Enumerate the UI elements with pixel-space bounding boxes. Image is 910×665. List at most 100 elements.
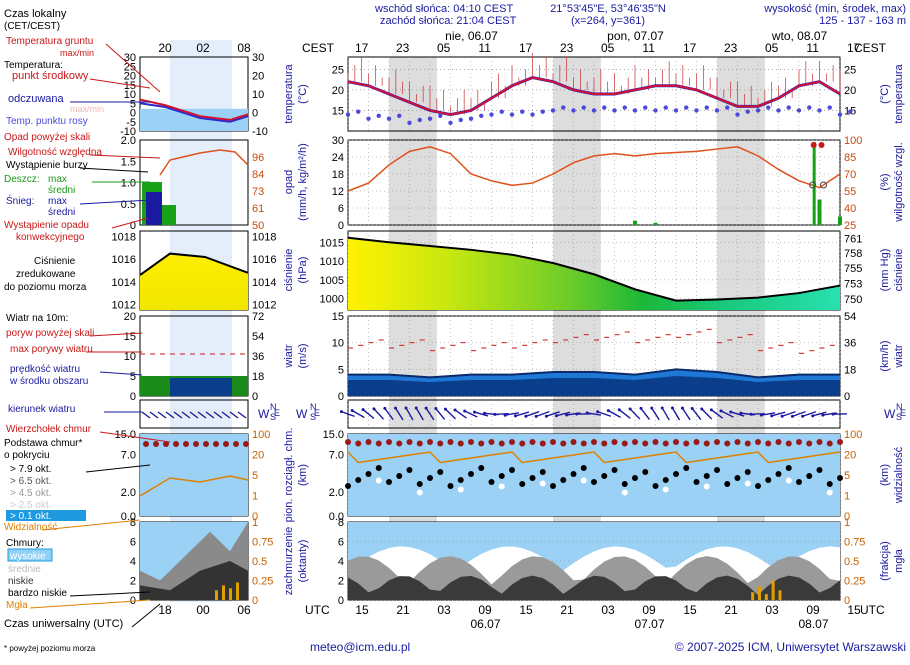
cloud-top-dot: [806, 441, 812, 447]
footer-email[interactable]: meteo@icm.edu.pl: [310, 640, 410, 654]
legend-cloud-top-dot: [233, 441, 239, 447]
hour-top-17: 17: [847, 41, 861, 55]
legend-tick-cov: 8: [130, 517, 136, 529]
tick-visibility: 1: [844, 491, 850, 503]
wind-arrow-head: [700, 408, 703, 411]
wind-arrow: [662, 408, 669, 420]
legend-wind-arrow: [158, 412, 166, 418]
cloud-base-dot: [786, 465, 792, 471]
legend-okt-25: > 2.5 okt.: [10, 500, 51, 511]
tick-humidity: 100: [844, 135, 862, 147]
axis-press-left2: (hPa): [297, 257, 309, 284]
cloud-top-dot: [755, 439, 761, 445]
tick-press: 1000: [320, 294, 344, 306]
dew-point: [787, 105, 791, 109]
cloud-base-dot: [827, 481, 833, 487]
tick-kmh: 0: [844, 391, 850, 403]
tick-temp: 20: [332, 85, 344, 97]
cloud-base-dot: [806, 473, 812, 479]
legend-okt-01: > 0.1 okt.: [10, 511, 51, 522]
cloud-base-dot-light: [581, 478, 587, 484]
tick-press: 1015: [320, 237, 344, 249]
tick-cov: 2: [338, 576, 344, 588]
legend-cloud-top-dot: [153, 441, 159, 447]
cloud-top-dot: [560, 441, 566, 447]
dew-point: [705, 105, 709, 109]
precip-bar: [818, 200, 822, 226]
dew-point: [561, 105, 565, 109]
legend-soil-temp: Temperatura gruntu: [6, 36, 93, 47]
cloud-top-dot: [355, 441, 361, 447]
wind-arrow-head: [739, 412, 742, 415]
legend-cloud-top-dot: [243, 441, 249, 447]
wind-arrow: [619, 410, 630, 419]
tick-kmh: 54: [844, 311, 856, 323]
legend-rain-bar2: [162, 205, 176, 225]
tick-visibility: 5: [844, 470, 850, 482]
axis-hum-right: wilgotność wzgl.: [893, 142, 905, 222]
legend-cloud-base: Podstawa chmur*: [4, 438, 82, 449]
legend-clouds-high: wysokie: [9, 551, 46, 562]
dew-point: [735, 112, 739, 116]
cloud-base-dot: [571, 471, 577, 477]
footnote: * powyżej poziomu morza: [4, 644, 96, 653]
cloud-top-dot: [591, 439, 597, 445]
wind-arrow-head: [629, 407, 632, 410]
wind-arrow-head: [493, 413, 496, 416]
hour-top-11: 11: [478, 41, 491, 55]
legend-gust-max: max porywy wiatru: [10, 344, 93, 355]
wind-arrow: [363, 410, 374, 419]
legend-snow-max: max: [48, 196, 67, 207]
wind-arrow-head: [791, 415, 794, 418]
legend-tick-press: 1014: [112, 277, 136, 289]
cloud-base-dot: [540, 469, 546, 475]
cloud-top-dot: [437, 441, 443, 447]
cloud-top-dot: [817, 439, 823, 445]
hour-bottom-15: 15: [683, 603, 697, 617]
wind-arrow-head: [821, 414, 824, 417]
cloud-top-dot: [458, 441, 464, 447]
wind-arrow: [436, 409, 445, 420]
legend-hour-top: 20: [158, 41, 172, 55]
wind-arrow-head: [545, 415, 548, 418]
tick-wind: 0: [338, 391, 344, 403]
cloud-base-dot: [817, 467, 823, 473]
wind-arrow: [630, 409, 640, 419]
cloud-top-dot: [345, 439, 351, 445]
cloud-top-dot: [571, 439, 577, 445]
tick-cloud: 15.0: [323, 429, 344, 441]
wind-arrow-head: [607, 409, 610, 412]
cloud-top-dot: [837, 439, 843, 445]
legend-time-local: Czas lokalny: [4, 8, 67, 20]
wind-arrow-head: [473, 411, 476, 414]
precip-over-dot: [811, 142, 817, 148]
dew-point: [694, 108, 698, 112]
legend-cloud-base2: o pokryciu: [4, 450, 50, 461]
day-top: pon, 07.07: [607, 29, 664, 43]
legend-temp-mid: punkt środkowy: [12, 70, 89, 82]
wind-arrow: [495, 414, 509, 415]
cloud-base-dot: [376, 465, 382, 471]
tick-fog: 0.25: [844, 576, 865, 588]
elevation-values: 125 - 137 - 163 m: [819, 15, 906, 27]
cloud-base-dot: [519, 481, 525, 487]
legend-fog-bar: [222, 585, 225, 600]
tick-wind: 5: [338, 364, 344, 376]
cloud-base-dot: [355, 477, 361, 483]
dew-point: [776, 108, 780, 112]
cloud-base-dot: [796, 479, 802, 485]
legend-tick-wind: 18: [252, 371, 264, 383]
cloud-base-dot-light: [827, 490, 833, 496]
elevation-title: wysokość (min, środek, max): [763, 3, 906, 15]
legend-hour-top: 02: [196, 41, 210, 55]
cloud-top-dot: [386, 439, 392, 445]
cloud-top-dot: [601, 441, 607, 447]
dew-point: [356, 109, 360, 113]
legend-tick-press: 1016: [112, 254, 136, 266]
hour-top-05: 05: [601, 41, 615, 55]
wind-arrow: [692, 408, 701, 419]
tick-cloud: 7.0: [329, 450, 344, 462]
cloud-top-dot: [663, 441, 669, 447]
dew-point: [817, 108, 821, 112]
